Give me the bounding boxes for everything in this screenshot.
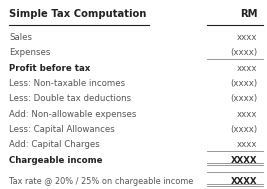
Text: Less: Capital Allowances: Less: Capital Allowances bbox=[9, 125, 115, 134]
Text: Tax rate @ 20% / 25% on chargeable income: Tax rate @ 20% / 25% on chargeable incom… bbox=[9, 177, 194, 186]
Text: Profit before tax: Profit before tax bbox=[9, 64, 91, 73]
Text: Less: Double tax deductions: Less: Double tax deductions bbox=[9, 94, 131, 103]
Text: XXXX: XXXX bbox=[231, 156, 258, 165]
Text: Chargeable income: Chargeable income bbox=[9, 156, 103, 165]
Text: (xxxx): (xxxx) bbox=[231, 94, 258, 103]
Text: xxxx: xxxx bbox=[237, 140, 258, 149]
Text: RM: RM bbox=[240, 9, 258, 19]
Text: Sales: Sales bbox=[9, 33, 32, 42]
Text: XXXX: XXXX bbox=[231, 177, 258, 186]
Text: xxxx: xxxx bbox=[237, 110, 258, 119]
Text: (xxxx): (xxxx) bbox=[231, 79, 258, 88]
Text: (xxxx): (xxxx) bbox=[231, 48, 258, 57]
Text: Expenses: Expenses bbox=[9, 48, 51, 57]
Text: Add: Capital Charges: Add: Capital Charges bbox=[9, 140, 100, 149]
Text: Add: Non-allowable expenses: Add: Non-allowable expenses bbox=[9, 110, 137, 119]
Text: Simple Tax Computation: Simple Tax Computation bbox=[9, 9, 147, 19]
Text: Less: Non-taxable incomes: Less: Non-taxable incomes bbox=[9, 79, 125, 88]
Text: xxxx: xxxx bbox=[237, 64, 258, 73]
Text: (xxxx): (xxxx) bbox=[231, 125, 258, 134]
Text: xxxx: xxxx bbox=[237, 33, 258, 42]
